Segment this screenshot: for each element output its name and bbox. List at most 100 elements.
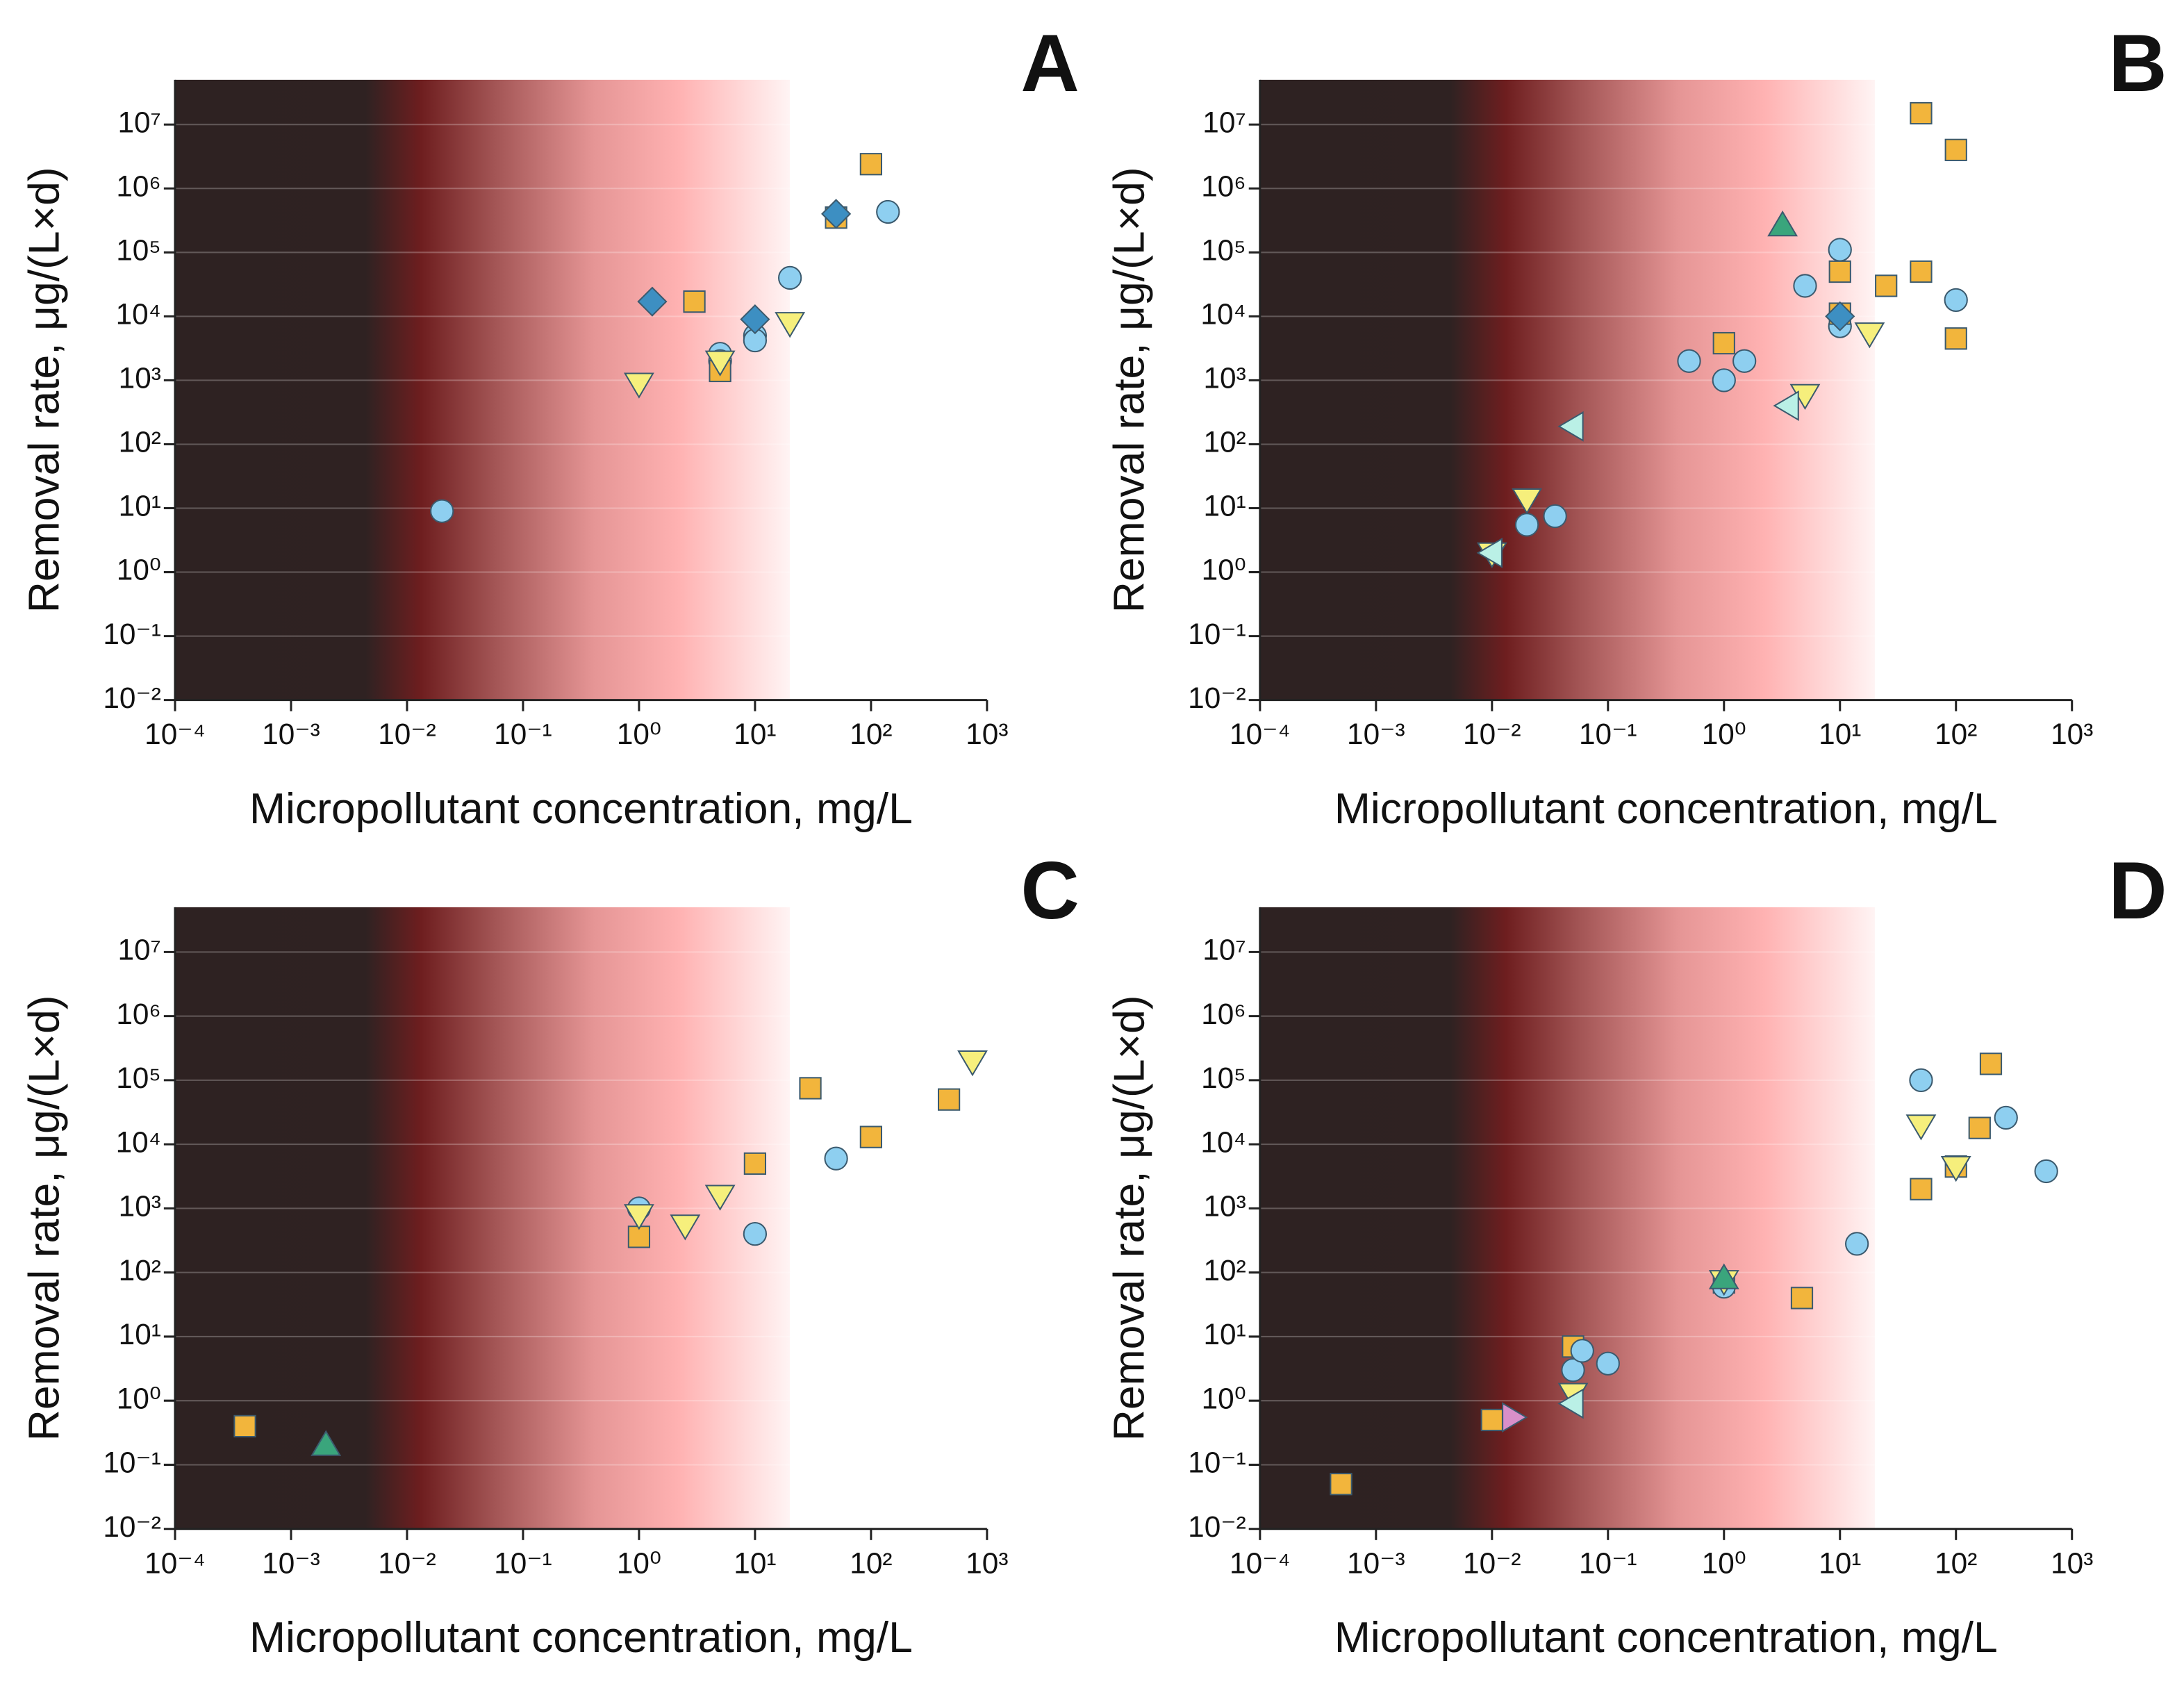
panel-letter: B <box>2108 17 2167 108</box>
point <box>1828 238 1852 262</box>
point <box>1909 1068 1933 1093</box>
y-tick-label: 10⁴ <box>116 298 161 331</box>
x-tick-label: 10⁻³ <box>1347 718 1405 750</box>
point <box>1845 1232 1869 1256</box>
point <box>1790 1287 1814 1310</box>
point <box>1480 1408 1503 1432</box>
point <box>1557 411 1584 442</box>
y-tick-label: 10⁰ <box>117 554 161 586</box>
panel: 10⁻² 10⁻¹ 10⁰ 10¹ 10² 10³ 10⁴ 10⁵ 10⁶ 10⁷ 10⁻⁴ 10⁻³… <box>1105 845 2167 1662</box>
y-tick-label: 10⁵ <box>116 1062 161 1094</box>
point <box>1330 1473 1352 1496</box>
x-tick-label: 10⁻² <box>1463 1546 1521 1579</box>
x-tick-label: 10³ <box>2051 718 2093 750</box>
x-tick-label: 10⁻³ <box>262 1546 320 1579</box>
x-axis-label: Micropollutant concentration, mg/L <box>1334 1613 1998 1662</box>
point <box>670 1214 701 1241</box>
x-tick-label: 10⁰ <box>617 1546 661 1579</box>
point <box>799 1077 822 1100</box>
x-tick-label: 10² <box>850 1546 892 1579</box>
x-tick-label: 10⁻² <box>378 1546 436 1579</box>
x-tick-label: 10¹ <box>1819 1546 1861 1579</box>
x-tick-label: 10⁻¹ <box>494 1546 552 1579</box>
point <box>957 1050 988 1077</box>
x-tick-label: 10³ <box>966 718 1008 750</box>
x-tick-label: 10¹ <box>734 1546 776 1579</box>
point <box>1944 138 1967 161</box>
point <box>2034 1159 2058 1184</box>
point <box>859 1125 882 1148</box>
y-tick-label: 10⁻² <box>1188 682 1246 714</box>
y-tick-label: 10⁻² <box>103 1510 161 1543</box>
x-tick-label: 10⁻² <box>1463 718 1521 750</box>
y-axis-label: Removal rate, μg/(L×d) <box>20 167 69 613</box>
y-tick-label: 10⁰ <box>117 1382 161 1414</box>
point <box>1557 1388 1584 1419</box>
y-tick-label: 10³ <box>1204 362 1246 395</box>
x-tick-label: 10³ <box>2051 1546 2093 1579</box>
point <box>1514 513 1539 537</box>
x-tick-label: 10⁰ <box>1702 1546 1746 1579</box>
y-tick-label: 10⁶ <box>1201 998 1246 1030</box>
point <box>1476 537 1503 568</box>
x-tick-label: 10⁻⁴ <box>144 718 206 750</box>
point <box>859 153 882 176</box>
x-tick-label: 10⁻⁴ <box>1230 1546 1291 1579</box>
point <box>778 265 802 290</box>
point <box>1677 349 1701 373</box>
x-tick-label: 10⁻³ <box>262 718 320 750</box>
x-tick-label: 10⁻¹ <box>494 718 552 750</box>
x-tick-label: 10⁰ <box>617 718 661 750</box>
panel-letter: A <box>1020 17 1079 108</box>
point <box>704 350 736 377</box>
x-tick-label: 10¹ <box>734 718 776 750</box>
point <box>1570 1339 1594 1363</box>
x-tick-label: 10⁰ <box>1702 718 1746 750</box>
point <box>1502 1402 1528 1433</box>
point <box>740 304 770 335</box>
y-tick-label: 10⁷ <box>1202 934 1246 966</box>
point <box>1944 327 1967 350</box>
point <box>1910 1178 1933 1200</box>
point <box>937 1088 961 1111</box>
y-tick-label: 10⁵ <box>116 233 161 266</box>
y-tick-label: 10⁻¹ <box>103 618 161 650</box>
y-tick-label: 10⁻¹ <box>1188 618 1246 650</box>
point <box>1944 288 1968 312</box>
point <box>1905 1114 1937 1141</box>
y-tick-label: 10⁰ <box>1202 554 1246 586</box>
point <box>623 372 654 399</box>
x-tick-label: 10¹ <box>1819 718 1861 750</box>
point <box>637 286 668 317</box>
shaded-region <box>1259 79 1876 700</box>
point <box>1854 322 1885 349</box>
point <box>1968 1116 1991 1139</box>
shaded-region <box>1259 907 1876 1529</box>
y-tick-label: 10⁶ <box>116 998 160 1030</box>
panel-letter: C <box>1020 845 1079 936</box>
y-tick-label: 10⁻² <box>103 682 161 714</box>
x-axis-label: Micropollutant concentration, mg/L <box>249 1613 913 1662</box>
y-tick-label: 10¹ <box>1204 490 1246 522</box>
y-tick-label: 10³ <box>1204 1190 1246 1223</box>
point <box>1712 368 1736 393</box>
point <box>1910 260 1933 283</box>
y-tick-label: 10⁻² <box>1188 1510 1246 1543</box>
x-tick-label: 10⁻¹ <box>1579 1546 1637 1579</box>
point <box>311 1430 342 1456</box>
point <box>1875 274 1898 297</box>
point <box>1940 1156 1971 1182</box>
point <box>233 1414 256 1438</box>
panel: 10⁻² 10⁻¹ 10⁰ 10¹ 10² 10³ 10⁴ 10⁵ 10⁶ 10⁷ 10⁻⁴ 10⁻³… <box>1105 17 2167 833</box>
y-tick-label: 10⁵ <box>1201 1062 1246 1094</box>
point <box>1512 488 1542 515</box>
x-tick-label: 10⁻³ <box>1347 1546 1405 1579</box>
point <box>623 1204 654 1230</box>
y-tick-label: 10⁷ <box>1202 106 1246 138</box>
panel: 10⁻² 10⁻¹ 10⁰ 10¹ 10² 10³ 10⁴ 10⁵ 10⁶ 10⁷ 10⁻⁴ 10⁻³… <box>20 845 1079 1662</box>
x-tick-label: 10² <box>1935 718 1977 750</box>
panel-letter: D <box>2108 845 2167 936</box>
y-tick-label: 10⁴ <box>1200 1125 1246 1158</box>
